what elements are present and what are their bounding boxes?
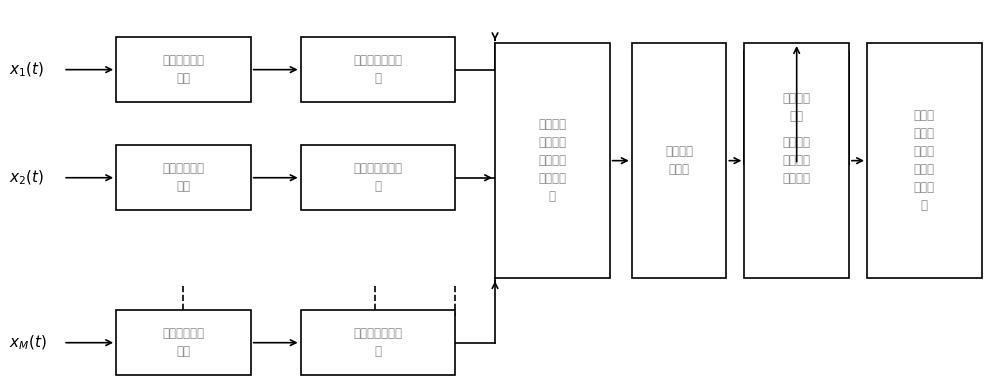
Bar <box>495 43 610 278</box>
Bar <box>116 146 251 210</box>
Bar <box>116 37 251 102</box>
Bar <box>867 43 982 278</box>
Bar <box>301 146 455 210</box>
Text: $x_2(t)$: $x_2(t)$ <box>9 168 45 187</box>
Text: 比较全部
瞬时功率
并从小到
大重新赋
値: 比较全部 瞬时功率 并从小到 大重新赋 値 <box>538 118 566 203</box>
Bar <box>744 43 849 278</box>
Text: 下变频、时域
采样: 下变频、时域 采样 <box>162 327 204 358</box>
Text: 计算检验
统计量: 计算检验 统计量 <box>665 145 693 176</box>
Text: 下变频、时域
采样: 下变频、时域 采样 <box>162 54 204 85</box>
Bar <box>116 311 251 375</box>
Text: 计算判决
门限: 计算判决 门限 <box>783 92 811 123</box>
Bar <box>744 51 849 165</box>
Text: 确定其
它无线
通信业
务是否
占用频
段: 确定其 它无线 通信业 务是否 占用频 段 <box>914 109 935 212</box>
Text: 计算信号瞬时功
率: 计算信号瞬时功 率 <box>353 162 402 193</box>
Text: 计算信号瞬时功
率: 计算信号瞬时功 率 <box>353 54 402 85</box>
Text: 比较检验
统计量和
判决门限: 比较检验 统计量和 判决门限 <box>783 136 811 185</box>
Text: 下变频、时域
采样: 下变频、时域 采样 <box>162 162 204 193</box>
Text: $x_M(t)$: $x_M(t)$ <box>9 333 47 352</box>
Text: $x_1(t)$: $x_1(t)$ <box>9 60 45 79</box>
Text: 计算信号瞬时功
率: 计算信号瞬时功 率 <box>353 327 402 358</box>
Bar <box>632 43 726 278</box>
Bar <box>301 37 455 102</box>
Bar <box>301 311 455 375</box>
